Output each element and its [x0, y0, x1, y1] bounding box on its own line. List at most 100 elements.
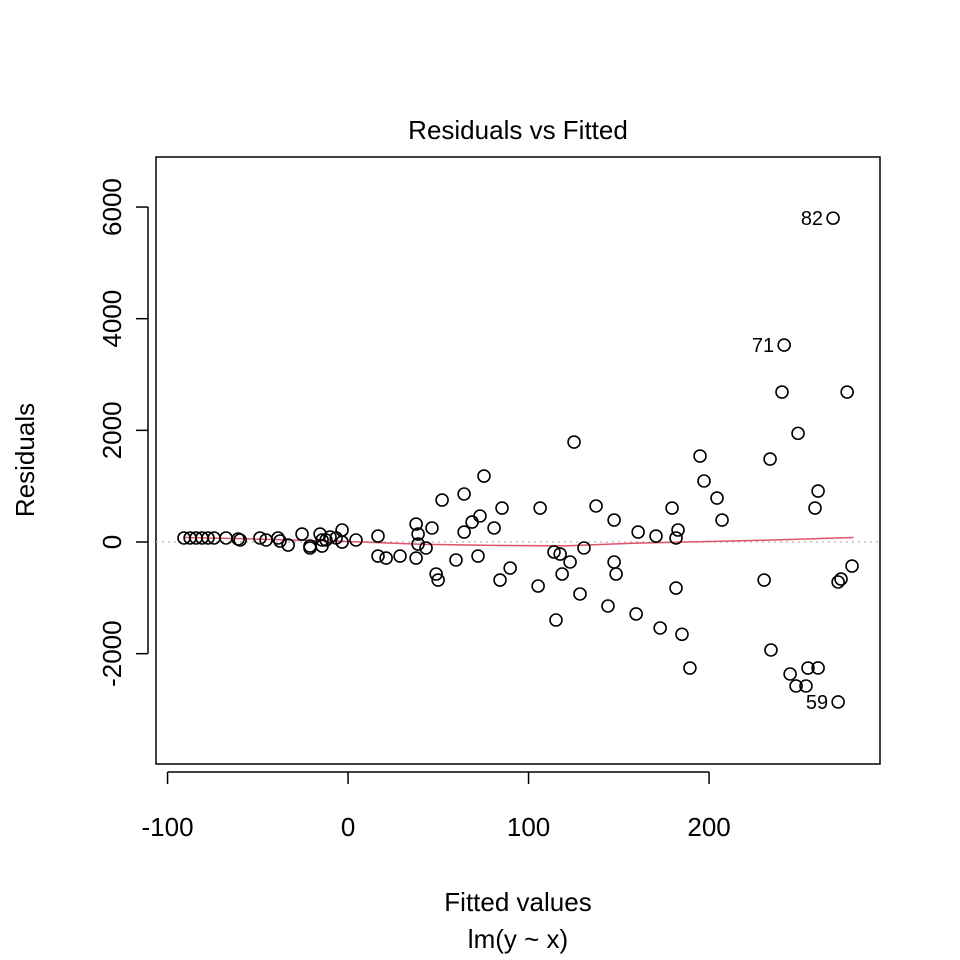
data-point [675, 627, 689, 642]
point-label: 82 [801, 208, 823, 230]
x-axis: -100 0 100 200 [142, 771, 731, 842]
data-point [665, 501, 679, 515]
data-point [757, 573, 771, 587]
data-point [531, 579, 545, 593]
data-point [831, 575, 845, 589]
data-point [371, 549, 385, 563]
data-point [671, 523, 685, 537]
data-point [609, 567, 623, 581]
data-point [379, 551, 393, 565]
data-point [473, 509, 487, 523]
data-point [589, 499, 603, 513]
data-point [371, 529, 385, 543]
data-point [607, 555, 621, 569]
data-point [607, 513, 621, 527]
data-point [493, 573, 507, 587]
data-point [777, 338, 791, 352]
x-tick-label: -100 [142, 812, 194, 842]
data-point [775, 385, 789, 399]
data-point [411, 527, 425, 541]
data-point [783, 667, 797, 681]
data-point [653, 621, 667, 635]
x-tick-label: 200 [687, 812, 730, 842]
data-point [629, 607, 643, 621]
data-point [710, 491, 724, 505]
data-point [555, 567, 569, 581]
data-point [553, 547, 567, 561]
data-point [649, 529, 663, 543]
x-axis-label: Fitted values [444, 887, 591, 917]
y-axis: -2000 0 2000 4000 6000 [97, 178, 149, 687]
data-point [791, 426, 805, 441]
data-point [409, 517, 423, 531]
x-axis-sublabel: lm(y ~ x) [468, 924, 568, 954]
data-point [811, 661, 825, 675]
y-tick-label: 2000 [97, 401, 127, 459]
data-point [715, 513, 729, 527]
plot-frame [155, 156, 881, 765]
data-point [503, 561, 517, 575]
data-point [563, 555, 577, 569]
data-point [808, 501, 822, 515]
data-point [840, 385, 854, 399]
data-point [457, 525, 471, 539]
data-point [763, 452, 777, 466]
data-point [487, 521, 501, 535]
data-point [449, 553, 463, 567]
data-point [253, 531, 267, 545]
data-point [465, 515, 479, 529]
data-point [393, 549, 407, 563]
data-point [577, 541, 591, 555]
data-point [601, 599, 615, 613]
data-point [567, 435, 581, 449]
data-point [495, 501, 509, 515]
data-point [826, 211, 840, 225]
data-point [201, 531, 215, 545]
point-label: 71 [752, 335, 774, 357]
data-point [315, 533, 329, 547]
annotations: 82 71 59 [752, 208, 828, 714]
data-point [295, 527, 309, 541]
data-point [431, 573, 445, 587]
data-point [764, 643, 778, 657]
data-point [631, 525, 645, 539]
data-point [669, 581, 683, 595]
data-point [457, 487, 471, 501]
data-point [683, 661, 697, 675]
data-point [533, 501, 547, 515]
data-point [845, 559, 859, 573]
data-point [233, 533, 247, 547]
data-point [419, 541, 433, 555]
data-point [669, 531, 683, 545]
smooth-line [183, 536, 854, 547]
points [177, 211, 859, 709]
data-point [409, 551, 423, 565]
y-tick-label: -2000 [97, 620, 127, 687]
data-point [693, 449, 707, 463]
data-point [335, 523, 349, 537]
data-point [547, 545, 561, 559]
data-point [425, 521, 439, 535]
data-point [435, 493, 449, 507]
data-point [549, 613, 563, 627]
point-label: 59 [806, 692, 828, 714]
y-tick-label: 4000 [97, 290, 127, 348]
data-point [319, 533, 333, 547]
data-point [789, 679, 803, 693]
y-tick-label: 6000 [97, 178, 127, 236]
data-point [801, 661, 815, 675]
data-point [799, 679, 813, 693]
data-point [323, 530, 337, 544]
data-point [477, 469, 491, 483]
y-axis-label: Residuals [10, 403, 40, 517]
data-point [281, 538, 295, 552]
x-tick-label: 100 [507, 812, 550, 842]
y-tick-label: 0 [97, 535, 127, 549]
data-point [831, 695, 845, 709]
data-point [349, 533, 363, 547]
data-point [834, 572, 848, 586]
data-point [429, 567, 443, 581]
data-point [411, 537, 425, 551]
data-point [335, 535, 349, 549]
